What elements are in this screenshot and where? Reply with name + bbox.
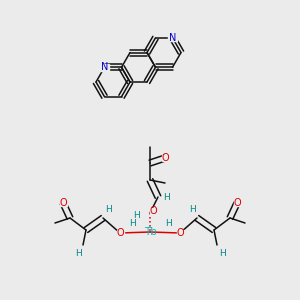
Text: H: H <box>75 248 81 257</box>
Text: H: H <box>189 205 195 214</box>
Bar <box>176 230 184 236</box>
Text: H: H <box>219 248 225 257</box>
Bar <box>168 34 177 41</box>
Text: O: O <box>176 228 184 238</box>
Text: O: O <box>59 198 67 208</box>
Bar <box>161 155 169 161</box>
Text: O: O <box>116 228 124 238</box>
Bar <box>116 230 124 236</box>
Bar <box>100 64 109 71</box>
Text: N: N <box>169 33 176 43</box>
Bar <box>149 208 157 214</box>
Text: H: H <box>129 218 135 227</box>
Text: Tb: Tb <box>144 227 156 237</box>
Bar <box>233 200 241 206</box>
Text: H: H <box>165 218 171 227</box>
Text: O: O <box>233 198 241 208</box>
Text: N: N <box>101 62 108 72</box>
Text: H: H <box>163 193 170 202</box>
Text: O: O <box>149 206 157 216</box>
Text: O: O <box>161 153 169 163</box>
Text: H: H <box>105 205 111 214</box>
Bar <box>59 200 67 206</box>
Text: H: H <box>134 211 140 220</box>
